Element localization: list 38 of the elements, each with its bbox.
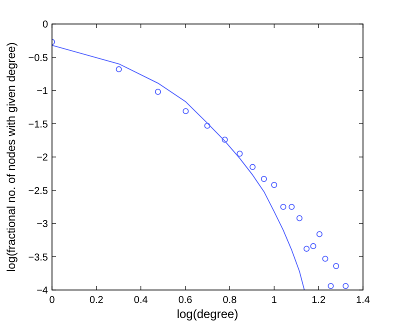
point	[316, 231, 323, 238]
point	[236, 150, 243, 157]
point	[250, 164, 256, 170]
point	[328, 282, 334, 290]
x-tick-label: 0	[49, 295, 56, 306]
point	[154, 88, 162, 95]
point	[116, 66, 122, 72]
x-tick-label: 0.8	[222, 295, 238, 306]
x-tick-label: 1.2	[312, 295, 326, 306]
point	[222, 136, 228, 143]
x-tick-label: 1.4	[356, 295, 370, 306]
point	[342, 282, 349, 290]
point	[304, 246, 310, 252]
point	[280, 204, 286, 210]
x-tick-label: 1	[271, 295, 278, 306]
x-tick-label: 0.6	[178, 295, 193, 306]
y-tick-label: −3.5	[28, 252, 48, 264]
y-tick-label: −4	[36, 286, 48, 296]
y-tick-label: −2	[36, 152, 48, 164]
y-tick-label: −3	[36, 219, 48, 230]
y-tick-label: 0	[42, 20, 48, 30]
point	[260, 176, 267, 182]
x-axis-title: log(degree)	[176, 307, 238, 321]
point	[204, 122, 210, 129]
point	[182, 108, 189, 114]
point	[310, 243, 316, 250]
y-tick-label: −0.5	[28, 52, 48, 64]
x-tick-label: 0.2	[89, 295, 104, 306]
x-tick-label: 0.4	[134, 295, 148, 306]
point	[322, 256, 328, 262]
point	[288, 204, 295, 210]
y-tick-label: −1	[36, 86, 48, 97]
y-tick-label: −2.5	[28, 186, 48, 197]
y-axis-title: log(fractional no. of nodes with given degree)	[6, 42, 18, 272]
point	[271, 182, 278, 188]
y-tick-label: −1.5	[28, 119, 48, 130]
point	[296, 215, 303, 222]
point	[333, 263, 340, 270]
